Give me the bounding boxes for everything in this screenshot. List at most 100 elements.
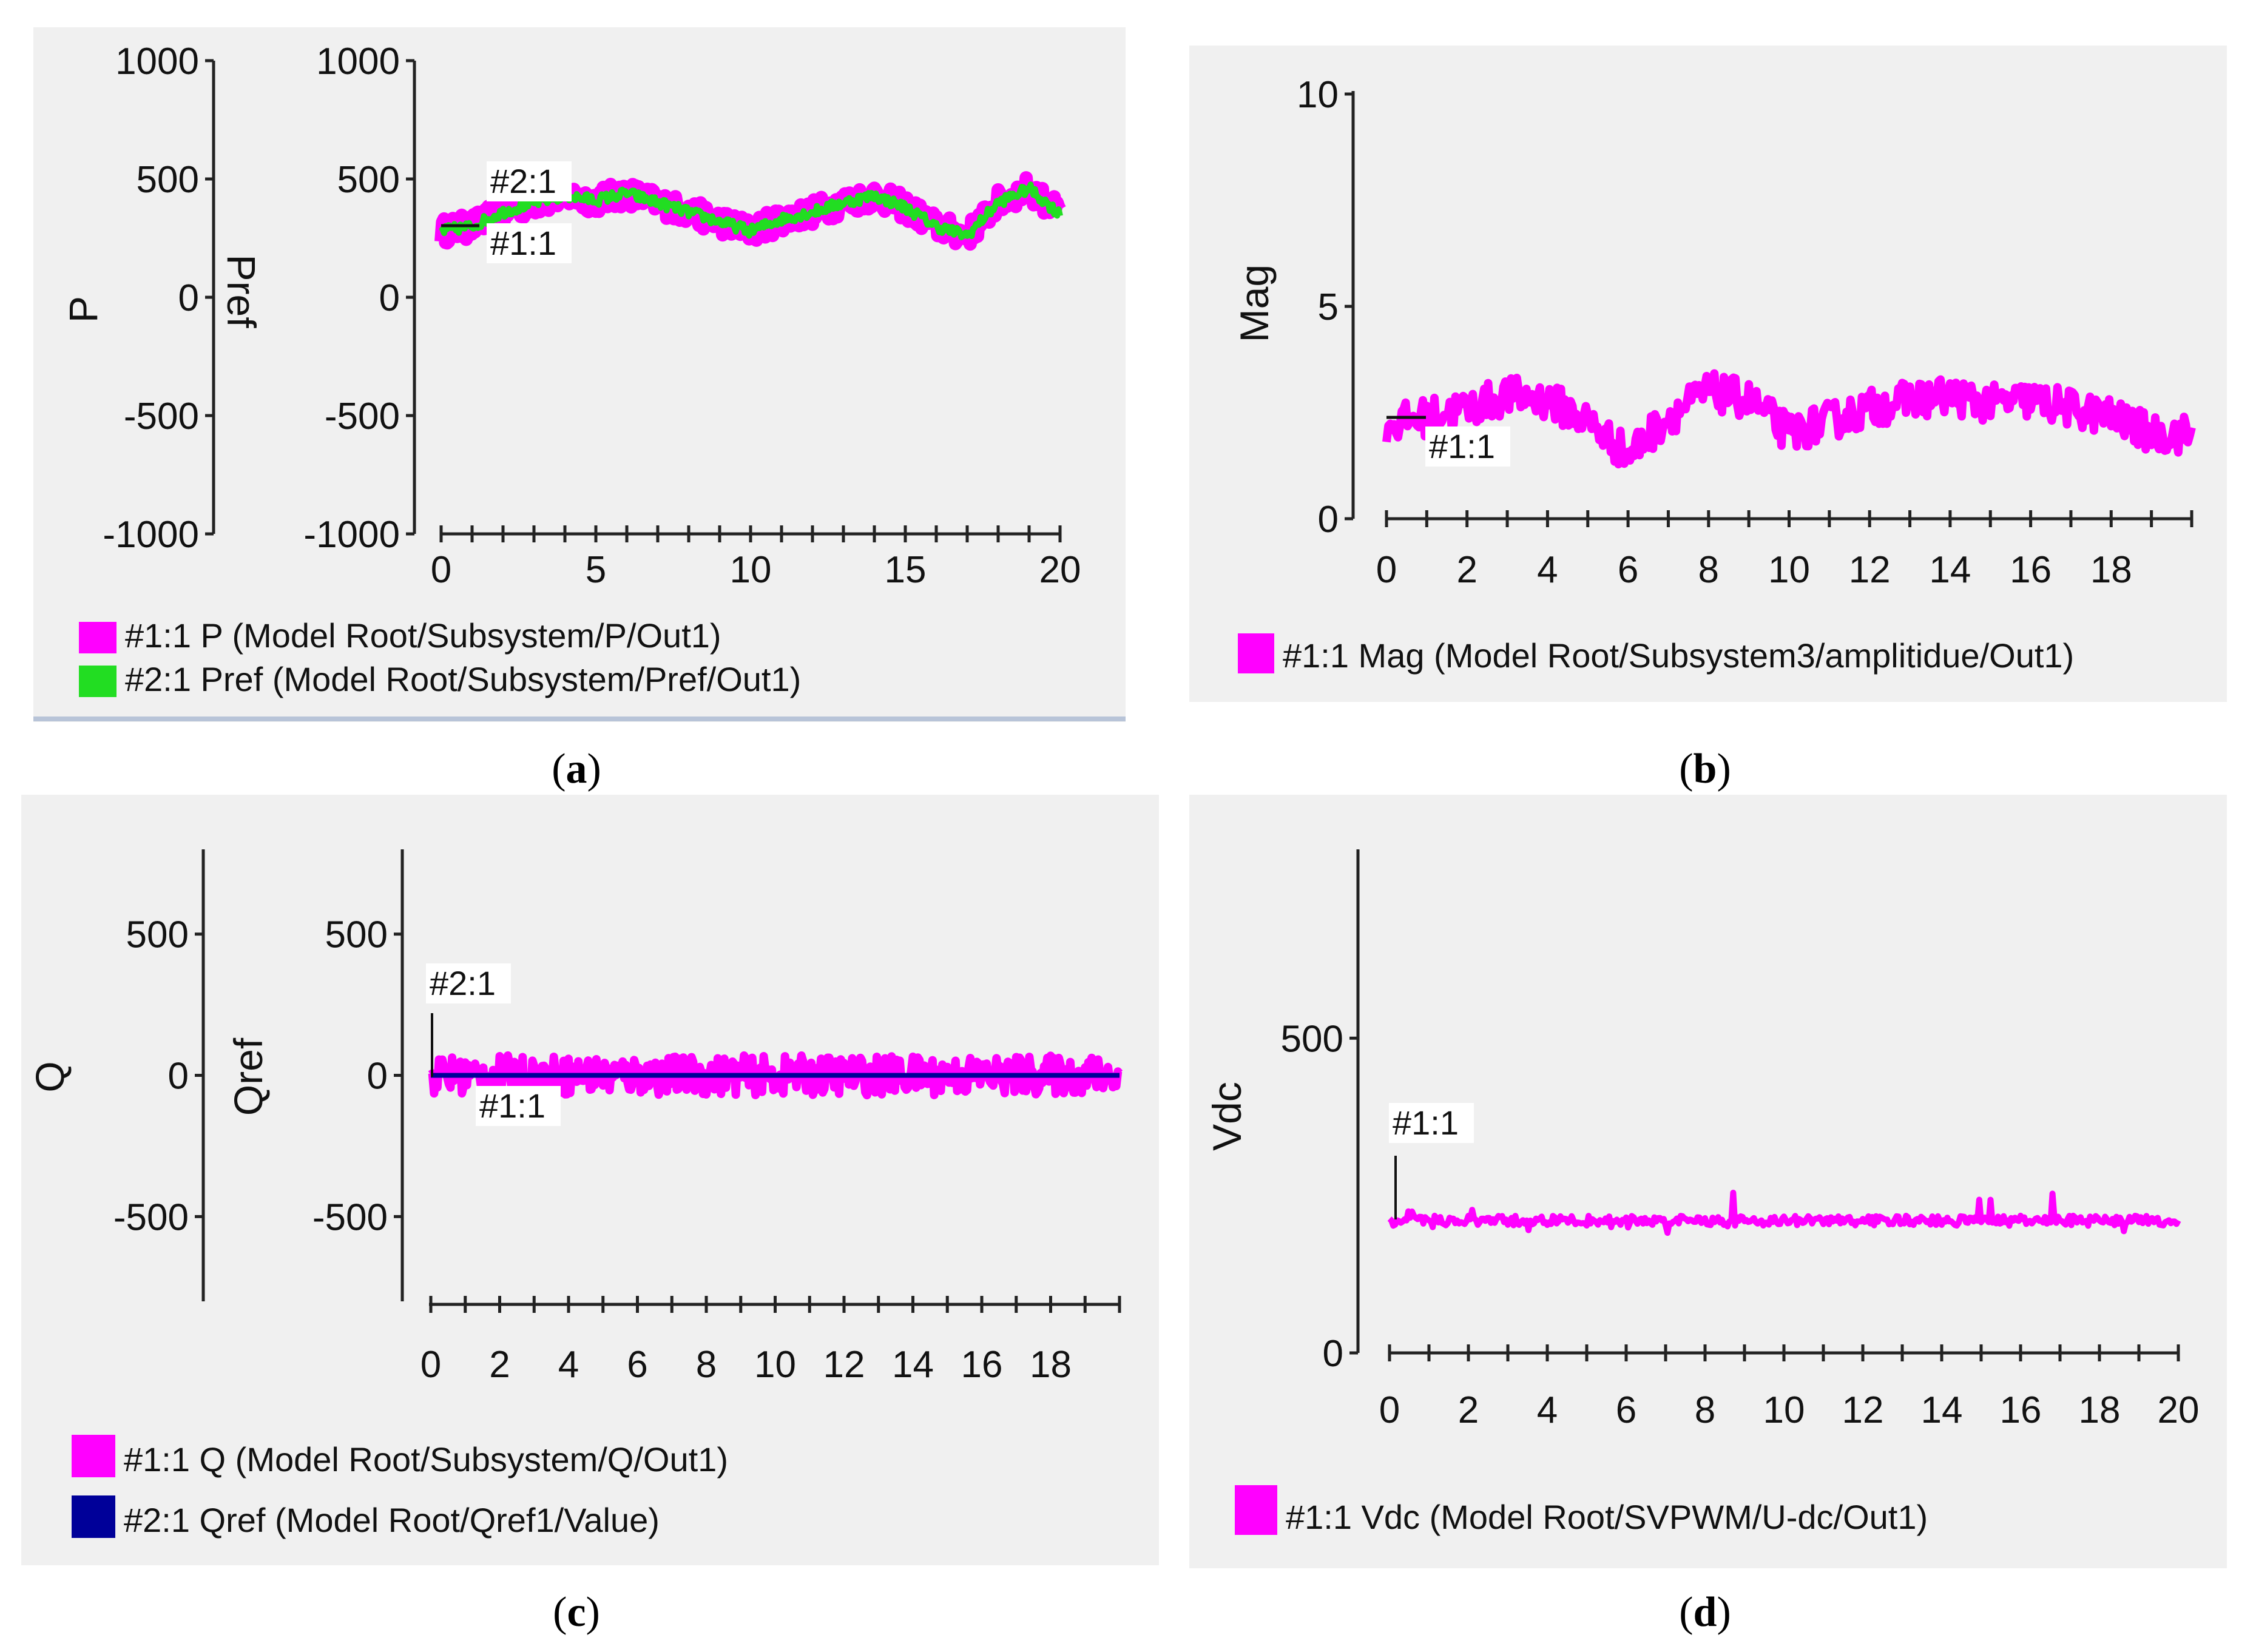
- x-tick-label: 10: [730, 549, 772, 591]
- panel-d-ylabel-vdc: Vdc: [1204, 1082, 1249, 1151]
- x-tick-label: 0: [1379, 1389, 1400, 1431]
- x-tick-label: 6: [1618, 549, 1638, 591]
- tag-pref-bg: [487, 161, 572, 201]
- y-tick-label: 5: [1318, 286, 1339, 328]
- panel-c: 500 0 -500 500 0 -500 0 2 4 6 8 10 12 14 16 18 #2:1 #1:…: [21, 795, 1159, 1565]
- x-tick-label: 18: [2090, 549, 2132, 591]
- y-tick-label: 500: [126, 914, 189, 956]
- legend-swatch: [1238, 633, 1274, 673]
- y-tick-label: 1000: [316, 41, 400, 83]
- y-tick-label: 500: [1281, 1018, 1343, 1060]
- legend-swatch: [72, 1495, 115, 1538]
- x-tick-label: 12: [1849, 549, 1891, 591]
- panel-a-ylabel-pref: Pref: [219, 254, 264, 328]
- legend-entry: #1:1 Vdc (Model Root/SVPWM/U-dc/Out1): [1286, 1498, 1928, 1536]
- tag-q-bg: [476, 1086, 561, 1126]
- x-tick-label: 6: [627, 1344, 647, 1386]
- x-tick-label: 18: [2079, 1389, 2121, 1431]
- x-tick-label: 14: [1921, 1389, 1963, 1431]
- legend-swatch: [79, 666, 117, 697]
- x-tick-label: 2: [1456, 549, 1477, 591]
- y-tick-label: 0: [379, 277, 400, 319]
- y-tick-label: 1000: [115, 41, 199, 83]
- tag-mag-bg: [1425, 426, 1510, 467]
- legend-swatch: [79, 622, 117, 653]
- panel-d-background: [1189, 795, 2227, 1568]
- y-tick-label: 0: [1323, 1333, 1343, 1375]
- series-line-1: [1387, 1190, 2181, 1236]
- panel-c-ylabel-q: Q: [27, 1061, 72, 1092]
- x-tick-label: 8: [1698, 549, 1719, 591]
- y-tick-label: 500: [325, 914, 388, 956]
- tag-vdc: #1:1: [1393, 1104, 1459, 1142]
- x-tick-label: 16: [2000, 1389, 2042, 1431]
- x-tick-label: 18: [1030, 1344, 1072, 1386]
- panel-caption: (a): [552, 746, 601, 792]
- y-tick-label: -500: [325, 396, 400, 437]
- panel-a: 1000 500 0 -500 -1000 1000 500 0 -500 -1000 0 5 10 1…: [33, 27, 1126, 722]
- x-tick-label: 0: [431, 549, 451, 591]
- x-tick-label: 2: [1458, 1389, 1479, 1431]
- legend-entry: #1:1 Q (Model Root/Subsystem/Q/Out1): [124, 1440, 728, 1478]
- x-tick-label: 14: [1929, 549, 1971, 591]
- panel-b-ylabel-mag: Mag: [1232, 265, 1277, 342]
- x-tick-label: 2: [489, 1344, 510, 1386]
- y-tick-label: 0: [367, 1056, 388, 1097]
- y-tick-label: 500: [337, 159, 400, 201]
- y-tick-label: -1000: [303, 514, 400, 556]
- x-tick-label: 5: [586, 549, 606, 591]
- panel-a-background: [33, 27, 1126, 722]
- x-tick-label: 20: [1039, 549, 1081, 591]
- panel-caption: (b): [1679, 746, 1731, 792]
- tag-q: #1:1: [479, 1087, 545, 1125]
- y-tick-label: 0: [178, 277, 199, 319]
- legend-entry: #2:1 Qref (Model Root/Qref1/Value): [124, 1501, 660, 1539]
- series-line-1: [1382, 369, 2196, 469]
- y-tick-label: 10: [1297, 74, 1339, 116]
- panel-caption: (c): [553, 1589, 600, 1636]
- tag-qref: #2:1: [430, 964, 496, 1002]
- x-tick-label: 10: [754, 1344, 796, 1386]
- x-tick-label: 4: [1537, 549, 1558, 591]
- x-tick-label: 8: [696, 1344, 717, 1386]
- x-tick-label: 10: [1768, 549, 1810, 591]
- x-tick-label: 20: [2158, 1389, 2200, 1431]
- x-tick-label: 6: [1616, 1389, 1636, 1431]
- x-tick-label: 4: [1537, 1389, 1558, 1431]
- tag-mag: #1:1: [1429, 427, 1495, 465]
- tag-vdc-bg: [1389, 1103, 1474, 1143]
- legend-entry: #1:1 P (Model Root/Subsystem/P/Out1): [125, 616, 721, 655]
- legend-swatch: [1235, 1485, 1277, 1535]
- x-tick-label: 4: [558, 1344, 579, 1386]
- y-tick-label: -500: [113, 1196, 189, 1238]
- x-tick-label: 16: [961, 1344, 1003, 1386]
- tag-p-bg: [487, 223, 572, 263]
- y-tick-label: -500: [312, 1196, 388, 1238]
- panel-a-ylabel-p: P: [61, 296, 106, 323]
- legend-entry: #1:1 Mag (Model Root/Subsystem3/amplitid…: [1283, 636, 2074, 675]
- x-tick-label: 0: [1376, 549, 1397, 591]
- panel-c-ylabel-qref: Qref: [226, 1037, 271, 1116]
- tag-p: #1:1: [490, 224, 556, 262]
- y-tick-label: -500: [124, 396, 199, 437]
- tag-qref-bg: [426, 963, 511, 1003]
- panel-b: 10 5 0 0 2 4 6 8 10 12 14 16 18 #1:1 #1:1 Mag (Mode…: [1189, 46, 2227, 702]
- y-tick-label: 500: [137, 159, 199, 201]
- x-tick-label: 14: [892, 1344, 934, 1386]
- y-tick-label: -1000: [103, 514, 199, 556]
- x-tick-label: 12: [823, 1344, 865, 1386]
- x-tick-label: 8: [1695, 1389, 1715, 1431]
- x-tick-label: 12: [1842, 1389, 1884, 1431]
- x-tick-label: 16: [2010, 549, 2052, 591]
- series-line-1: [428, 1051, 1123, 1100]
- x-tick-label: 0: [420, 1344, 441, 1386]
- panel-d: 500 0 0 2 4 6 8 10 12 14 16 18 20 #1:1 #1:1 Vdc (Mo…: [1189, 795, 2227, 1568]
- x-tick-label: 15: [885, 549, 927, 591]
- y-tick-label: 0: [1318, 499, 1339, 541]
- panel-c-background: [21, 795, 1159, 1565]
- tag-pref: #2:1: [490, 162, 556, 200]
- legend-swatch: [72, 1435, 115, 1477]
- x-tick-label: 10: [1763, 1389, 1805, 1431]
- legend-entry: #2:1 Pref (Model Root/Subsystem/Pref/Out…: [125, 660, 801, 698]
